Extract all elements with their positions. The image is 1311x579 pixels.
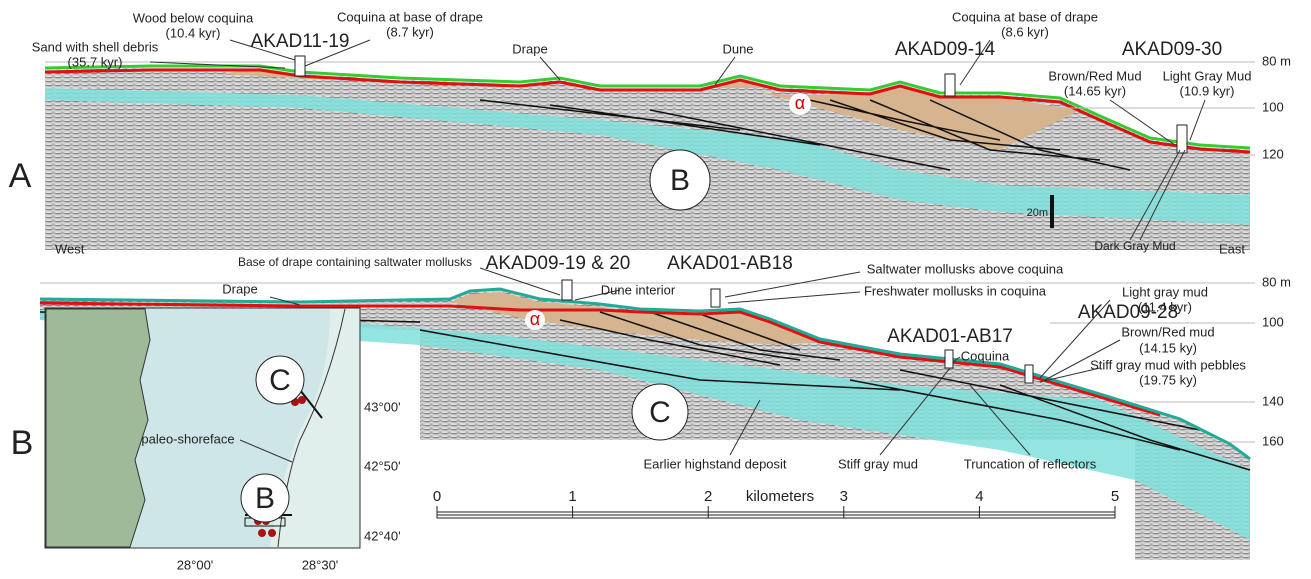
core-site — [268, 529, 276, 537]
panel-letter: B — [11, 424, 34, 462]
note: Stiff gray mud — [838, 456, 918, 471]
scale-unit: kilometers — [746, 488, 814, 505]
core-site — [258, 529, 266, 537]
figure: A West East B α 20m 80 m 100 120 AKAD11-… — [0, 0, 1311, 579]
note: Freshwater mollusks in coquina — [864, 283, 1047, 298]
core-site — [298, 396, 306, 404]
note: (14.65 kyr) — [1064, 83, 1126, 98]
scale-tick-label: 0 — [433, 488, 441, 505]
depth: 100 — [1262, 314, 1284, 329]
note: (35.7 kyr) — [68, 54, 123, 69]
note: (10.4 kyr) — [166, 25, 221, 40]
core-name: AKAD09-14 — [895, 39, 996, 60]
direction: East — [1219, 241, 1245, 256]
core-name: AKAD01-AB18 — [667, 253, 793, 274]
map — [45, 308, 360, 548]
longitude: 28°30' — [302, 557, 339, 572]
note: Dune — [722, 41, 753, 56]
note: Base of drape containing saltwater mollu… — [238, 255, 472, 269]
note: (14.15 ky) — [1139, 340, 1197, 355]
alpha: α — [530, 309, 540, 329]
note: Dark Gray Mud — [1094, 239, 1175, 253]
note: Brown/Red Mud — [1048, 68, 1141, 83]
core — [945, 350, 953, 368]
alpha: α — [795, 93, 805, 113]
note: Saltwater mollusks above coquina — [867, 261, 1064, 276]
note: Earlier highstand deposit — [643, 456, 786, 471]
note: Wood below coquina — [133, 10, 254, 25]
core-name: AKAD09-30 — [1122, 39, 1222, 60]
note: Truncation of reflectors — [964, 456, 1097, 471]
core-name: AKAD09-19 & 20 — [486, 253, 631, 274]
latitude: 43°00' — [364, 399, 401, 414]
depth: 100 — [1262, 99, 1284, 114]
note: Light gray mud — [1122, 284, 1208, 299]
core — [1025, 365, 1033, 383]
depth: 80 m — [1262, 274, 1291, 289]
core-name: AKAD11-19 — [251, 31, 350, 52]
core — [295, 56, 305, 76]
note: (11.4 kyr) — [1138, 299, 1192, 314]
scale-tick-label: 3 — [840, 488, 848, 505]
note: Light Gray Mud — [1163, 68, 1252, 83]
latitude: 42°50' — [364, 458, 401, 473]
scale-tick-label: 2 — [704, 488, 712, 505]
core — [711, 289, 720, 307]
scale-label: 20m — [1027, 207, 1048, 219]
note: Sand with shell debris — [32, 39, 159, 54]
land — [46, 309, 150, 547]
depth: 160 — [1262, 433, 1284, 448]
note: Stiff gray mud with pebbles — [1090, 357, 1246, 372]
note: (8.7 kyr) — [386, 24, 434, 39]
unit-label: C — [649, 396, 671, 429]
core — [945, 74, 955, 96]
depth: 80 m — [1262, 53, 1291, 68]
panel-letter: A — [9, 157, 32, 195]
map-label: paleo-shoreface — [141, 431, 234, 446]
depth: 140 — [1262, 393, 1284, 408]
core — [562, 280, 572, 300]
depth: 120 — [1262, 146, 1284, 161]
latitude: 42°40' — [364, 528, 401, 543]
note: (19.75 ky) — [1139, 372, 1197, 387]
note: Coquina at base of drape — [952, 9, 1098, 24]
note: Drape — [222, 281, 257, 296]
note: Brown/Red mud — [1121, 324, 1214, 339]
unit-label: B — [670, 164, 690, 197]
note: Coquina at base of drape — [337, 9, 483, 24]
scale-tick-label: 1 — [568, 488, 576, 505]
scale-tick-label: 4 — [975, 488, 983, 505]
note: Drape — [512, 41, 547, 56]
core-name: AKAD01-AB17 — [887, 326, 1013, 347]
scale-bar — [437, 512, 1115, 518]
direction: West — [55, 241, 85, 256]
core — [1177, 125, 1187, 153]
note: (10.9 kyr) — [1180, 83, 1235, 98]
note: Coquina — [961, 348, 1010, 363]
note: (8.6 kyr) — [1001, 24, 1049, 39]
site-label: B — [255, 482, 275, 515]
scale-tick-label: 5 — [1111, 488, 1119, 505]
note: Dune interior — [601, 282, 676, 297]
site-label: C — [269, 364, 291, 397]
longitude: 28°00' — [177, 557, 214, 572]
